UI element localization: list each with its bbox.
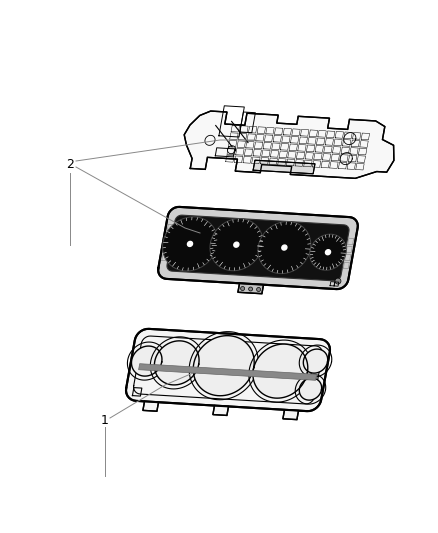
Text: 2: 2	[66, 158, 74, 172]
Circle shape	[240, 287, 244, 290]
Polygon shape	[238, 283, 264, 294]
Polygon shape	[167, 215, 349, 281]
Polygon shape	[283, 410, 299, 419]
Circle shape	[249, 287, 253, 291]
Polygon shape	[258, 222, 311, 273]
Polygon shape	[193, 336, 254, 396]
Text: 1: 1	[101, 415, 109, 427]
Polygon shape	[299, 378, 321, 400]
Polygon shape	[210, 219, 263, 271]
Polygon shape	[184, 111, 394, 179]
Polygon shape	[162, 217, 217, 271]
Polygon shape	[131, 346, 162, 376]
Polygon shape	[253, 344, 308, 398]
Polygon shape	[138, 364, 317, 381]
Polygon shape	[234, 242, 239, 247]
Polygon shape	[213, 406, 229, 415]
Polygon shape	[143, 401, 159, 411]
Polygon shape	[126, 329, 330, 411]
Polygon shape	[325, 249, 331, 255]
Circle shape	[335, 278, 341, 284]
Polygon shape	[304, 349, 328, 373]
Polygon shape	[154, 341, 199, 385]
Circle shape	[257, 287, 261, 292]
Polygon shape	[187, 241, 193, 246]
Polygon shape	[282, 245, 287, 250]
Polygon shape	[253, 160, 315, 174]
Polygon shape	[158, 207, 358, 289]
Polygon shape	[310, 234, 346, 270]
